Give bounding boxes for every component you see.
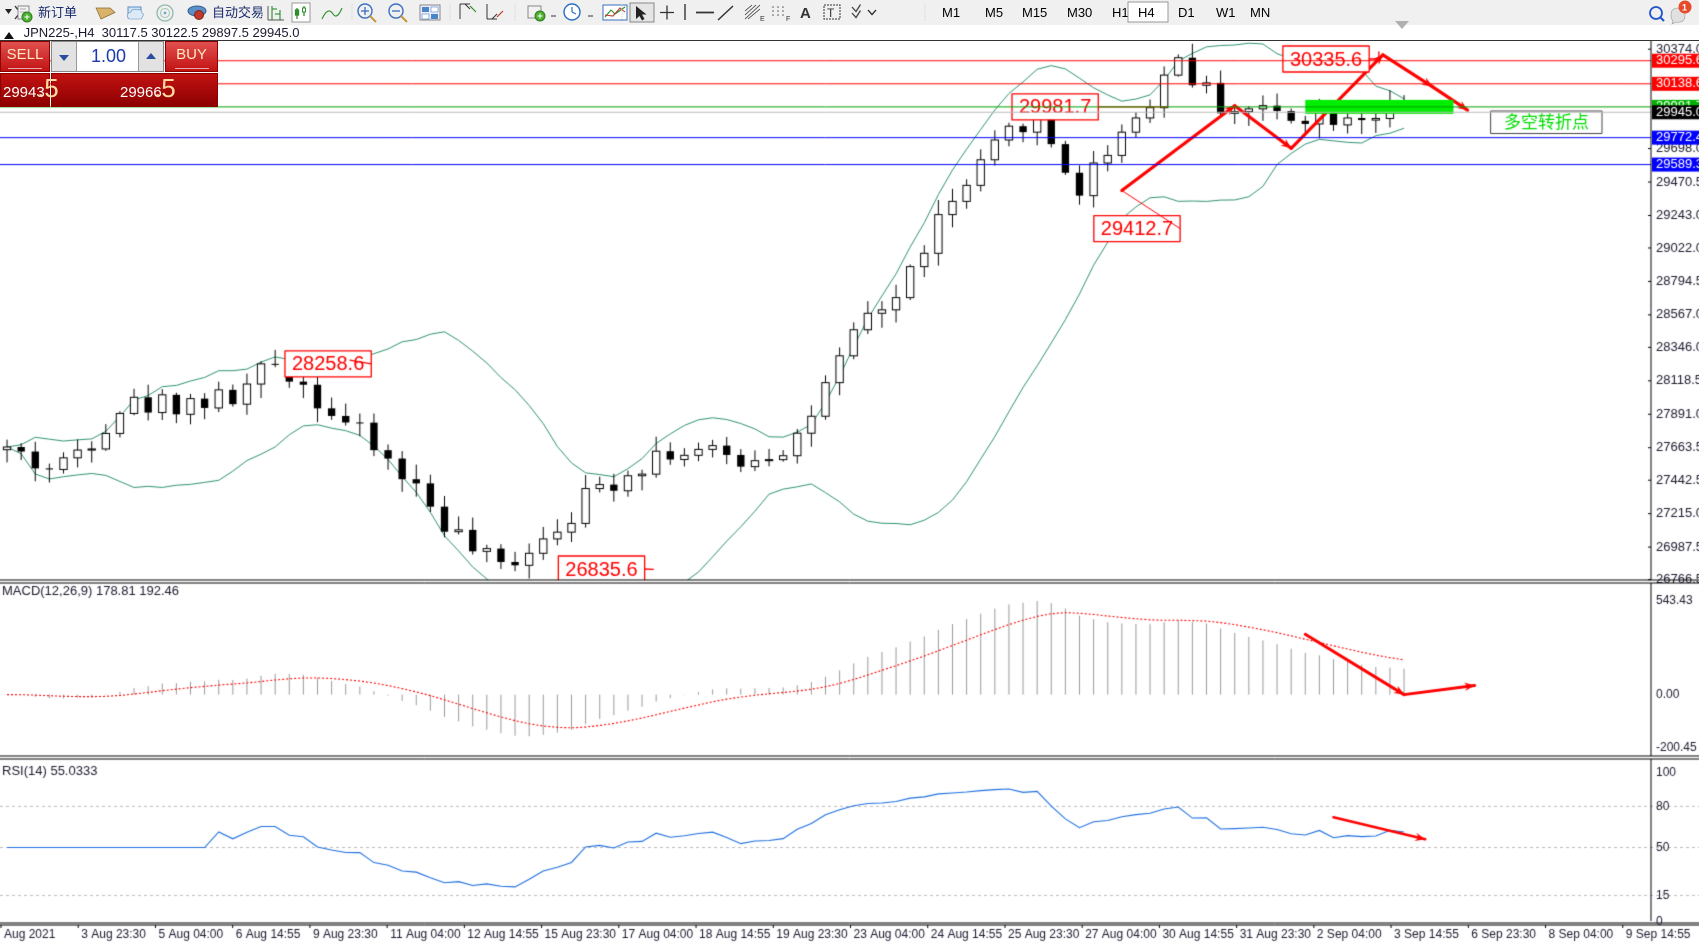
svg-text:自动交易: 自动交易 — [212, 5, 264, 20]
svg-text:M30: M30 — [1067, 5, 1092, 20]
svg-text:M15: M15 — [1022, 5, 1047, 20]
svg-text:A: A — [800, 5, 811, 22]
svg-text:MN: MN — [1250, 5, 1270, 20]
svg-text:H1: H1 — [1112, 5, 1129, 20]
svg-text:1: 1 — [1682, 3, 1687, 13]
svg-text:T: T — [827, 6, 835, 20]
svg-text:M5: M5 — [985, 5, 1003, 20]
svg-text:H4: H4 — [1138, 5, 1155, 20]
svg-text:D1: D1 — [1178, 5, 1195, 20]
svg-text:F: F — [786, 16, 790, 23]
svg-text:E: E — [760, 16, 765, 23]
svg-text:W1: W1 — [1216, 5, 1236, 20]
svg-text:新订单: 新订单 — [38, 5, 77, 20]
svg-text:M1: M1 — [942, 5, 960, 20]
